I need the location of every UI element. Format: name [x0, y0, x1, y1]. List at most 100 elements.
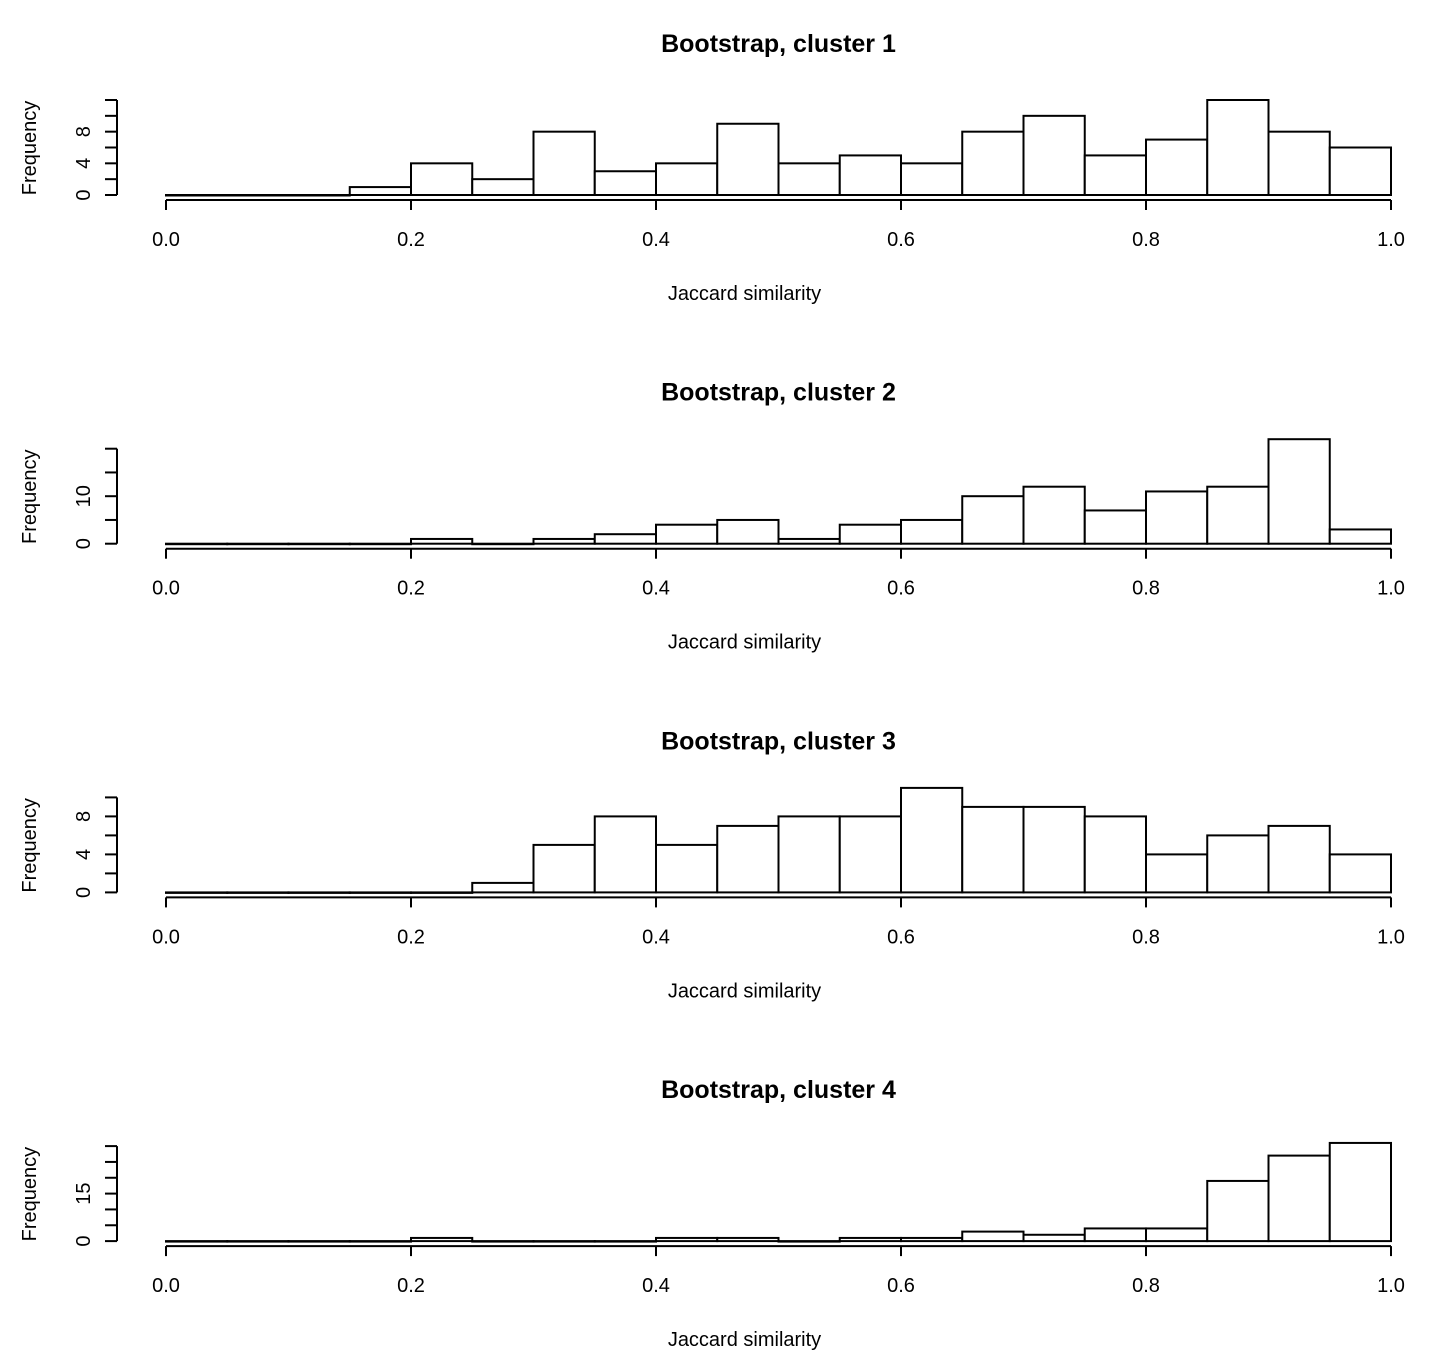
panel-1-bar-19: [1267, 130, 1331, 197]
panel-1-y-tick-label-1: 0: [73, 189, 95, 200]
panel-2-bar-18: [1206, 485, 1270, 545]
panel-4-bar-11: [777, 1240, 841, 1243]
panel-1-title: Bootstrap, cluster 1: [661, 30, 896, 58]
panel-2-x-tick-label-6: 1.0: [1377, 578, 1405, 600]
panel-1-bar-13: [900, 162, 964, 196]
panel-1-bar-6: [471, 178, 535, 197]
panel-3-ylabel: Frequency: [19, 798, 41, 893]
panel-1-bar-11: [777, 162, 841, 196]
panel-3-y-tick-label-1: 0: [73, 887, 95, 898]
panel-2-bar-1: [165, 542, 229, 546]
panel-4-bar-9: [655, 1236, 719, 1243]
panel-3-bar-4: [348, 891, 412, 894]
panel-4-bar-12: [838, 1236, 902, 1243]
panel-3-title: Bootstrap, cluster 3: [661, 727, 896, 755]
panel-2-x-tick-label-1: 0.0: [152, 578, 180, 600]
panel-4-bar-15: [1022, 1233, 1086, 1243]
panel-1-y-tick-label-2: 4: [73, 158, 95, 169]
panel-4-x-tick-label-1: 0.0: [152, 1275, 180, 1297]
panel-3-bar-7: [532, 843, 596, 894]
panel-1-bar-7: [532, 130, 596, 197]
panel-4-bar-6: [471, 1240, 535, 1243]
panel-4-x-tick-label-2: 0.2: [397, 1275, 425, 1297]
panel-1-bar-5: [410, 162, 474, 196]
panel-1-bar-17: [1145, 138, 1209, 196]
panel-2-x-tick-label-5: 0.8: [1132, 578, 1160, 600]
panel-3-bar-20: [1328, 853, 1392, 894]
panel-2-bar-3: [287, 542, 351, 546]
panel-1-bar-10: [716, 122, 780, 196]
panel-4-bar-19: [1267, 1154, 1331, 1243]
panel-2-bar-16: [1083, 509, 1147, 545]
panel-2-bar-14: [961, 495, 1025, 545]
panel-1-y-tick-label-3: 8: [73, 126, 95, 137]
panel-1-bar-1: [165, 194, 229, 197]
panel-3-x-tick-label-3: 0.4: [642, 926, 670, 948]
panel-4-bar-5: [410, 1236, 474, 1243]
panel-3-bar-19: [1267, 824, 1331, 894]
panel-4-bar-10: [716, 1236, 780, 1243]
panel-4-x-tick-label-6: 1.0: [1377, 1275, 1405, 1297]
panel-4-bar-13: [900, 1236, 964, 1243]
panel-3-x-tick-label-6: 1.0: [1377, 926, 1405, 948]
panel-2-bar-15: [1022, 485, 1086, 545]
panel-2-bar-10: [716, 518, 780, 545]
panel-2-bar-11: [777, 537, 841, 545]
panel-1-bar-4: [348, 186, 412, 196]
panel-4-title: Bootstrap, cluster 4: [661, 1076, 896, 1104]
panel-3-bar-5: [410, 891, 474, 894]
panel-2-x-tick-label-2: 0.2: [397, 578, 425, 600]
panel-4-bar-7: [532, 1240, 596, 1243]
panel-1-bar-9: [655, 162, 719, 196]
panel-4-bar-2: [226, 1240, 290, 1243]
panel-1-x-tick-label-2: 0.2: [397, 229, 425, 251]
panel-4-xlabel: Jaccard similarity: [668, 1329, 821, 1351]
panel-2-x-tick-label-3: 0.4: [642, 578, 670, 600]
panel-2-bar-9: [655, 523, 719, 545]
panel-1-bar-3: [287, 194, 351, 197]
panel-1-x-tick-label-1: 0.0: [152, 229, 180, 251]
panel-4-y-tick-label-2: 15: [73, 1182, 95, 1204]
panel-1-bar-18: [1206, 99, 1270, 196]
panel-4-bar-17: [1145, 1227, 1209, 1243]
panel-3-bar-3: [287, 891, 351, 894]
panel-4-x-tick-label-3: 0.4: [642, 1275, 670, 1297]
panel-1-x-tick-label-3: 0.4: [642, 229, 670, 251]
panel-2-y-tick-label-2: 10: [73, 485, 95, 507]
panel-2-x-tick-label-4: 0.6: [887, 578, 915, 600]
panel-2-xlabel: Jaccard similarity: [668, 632, 821, 654]
panel-3-y-tick-label-2: 4: [73, 849, 95, 860]
panel-4-bar-18: [1206, 1179, 1270, 1243]
panel-2-bar-8: [593, 533, 657, 545]
panel-3-bar-11: [777, 815, 841, 894]
panel-3-bar-9: [655, 843, 719, 894]
panel-3-y-tick-label-3: 8: [73, 811, 95, 822]
panel-1-x-tick-label-4: 0.6: [887, 229, 915, 251]
panel-1-bar-8: [593, 170, 657, 196]
panel-4-bar-1: [165, 1240, 229, 1243]
panel-4-ylabel: Frequency: [19, 1147, 41, 1242]
panel-4-bar-20: [1328, 1141, 1392, 1243]
panel-3-bar-14: [961, 805, 1025, 894]
panel-1-xlabel: Jaccard similarity: [668, 283, 821, 305]
panel-1-bar-12: [838, 154, 902, 197]
panel-4-y-tick-label-1: 0: [73, 1236, 95, 1247]
panel-3-x-tick-label-4: 0.6: [887, 926, 915, 948]
panel-3-bar-16: [1083, 815, 1147, 894]
panel-4-bar-14: [961, 1230, 1025, 1243]
panel-2-ylabel: Frequency: [19, 449, 41, 544]
panel-1-bar-15: [1022, 114, 1086, 196]
panel-1-x-tick-label-5: 0.8: [1132, 229, 1160, 251]
panel-3-x-tick-label-1: 0.0: [152, 926, 180, 948]
panel-2-bar-17: [1145, 490, 1209, 545]
panel-2-bar-12: [838, 523, 902, 545]
panel-3-bar-12: [838, 815, 902, 894]
panel-3-bar-8: [593, 815, 657, 894]
panel-2-bar-13: [900, 518, 964, 545]
panel-4-x-tick-label-4: 0.6: [887, 1275, 915, 1297]
panel-3-x-tick-label-2: 0.2: [397, 926, 425, 948]
panel-1-bar-20: [1328, 146, 1392, 196]
panel-2-bar-7: [532, 537, 596, 545]
